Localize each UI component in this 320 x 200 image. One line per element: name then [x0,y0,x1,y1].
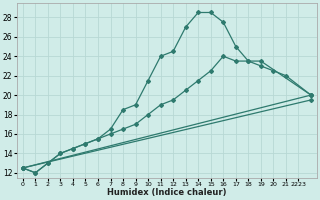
X-axis label: Humidex (Indice chaleur): Humidex (Indice chaleur) [107,188,227,197]
